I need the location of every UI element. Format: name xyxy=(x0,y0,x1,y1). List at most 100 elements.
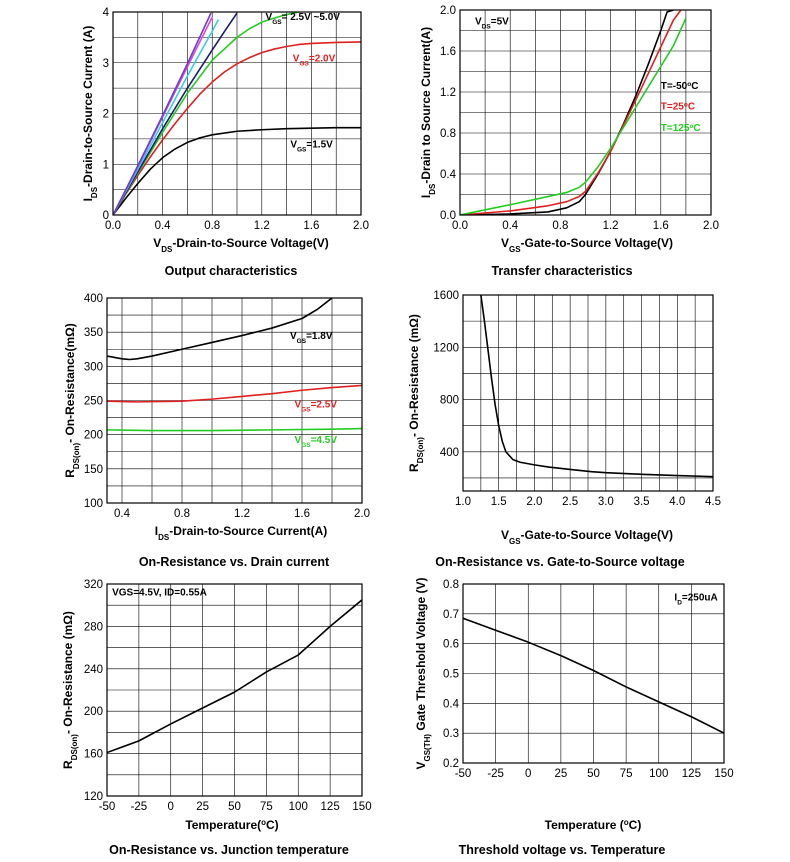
series-annotation: T=125oC xyxy=(661,122,701,134)
y-tick-label: 100 xyxy=(84,498,103,510)
y-tick-label: 350 xyxy=(84,327,103,339)
x-tick-label: 3.0 xyxy=(598,496,614,508)
x-tick-label: 0.8 xyxy=(552,220,568,232)
y-tick-label: 0.0 xyxy=(440,210,456,222)
y-tick-label: 0.3 xyxy=(443,728,459,740)
series-annotation: VGS=2.5V xyxy=(295,399,338,413)
y-tick-label: 200 xyxy=(84,430,103,442)
y-tick-label: 0.7 xyxy=(443,609,459,621)
series-annotation: VGS=2.0V xyxy=(293,54,336,68)
series-line xyxy=(107,298,333,361)
x-tick-label: -50 xyxy=(455,768,472,780)
x-tick-label: 0 xyxy=(525,768,531,780)
y-tick-label: 2 xyxy=(103,109,109,121)
series-line xyxy=(463,617,724,734)
chart-output: 0.0 0.4 0.8 1.2 1.6 2.0 0 1 2 3 4 VDS-Drain-to-Sour… xyxy=(81,7,369,278)
y-tick-label: 0.8 xyxy=(443,579,459,591)
x-tick-label: 100 xyxy=(289,801,308,813)
chart-caption: Output characteristics xyxy=(165,264,298,278)
y-tick-label: 0 xyxy=(103,210,109,222)
x-tick-label: 125 xyxy=(321,801,340,813)
x-tick-label: 1.2 xyxy=(234,508,250,520)
y-tick-label: 0.8 xyxy=(440,128,456,140)
x-tick-label: 1.6 xyxy=(653,220,669,232)
plot-frame xyxy=(112,11,362,216)
y-tick-label: 3 xyxy=(103,58,109,70)
y-tick-label: 1200 xyxy=(433,342,459,354)
x-tick-label: 25 xyxy=(196,801,209,813)
y-tick-label: 0.2 xyxy=(443,758,459,770)
series-line xyxy=(113,12,238,215)
y-tick-label: 0.6 xyxy=(443,639,459,651)
x-axis-label: VGS-Gate-to-Source Voltage(V) xyxy=(501,236,673,254)
x-axis-label: IDS-Drain-to-Source Current(A) xyxy=(155,524,327,542)
y-axis-label: RDS(on)- On-Resistance (mΩ) xyxy=(61,611,79,769)
y-axis-label: RDS(on)- On-Resistance (mΩ) xyxy=(407,314,425,472)
series-line xyxy=(113,126,361,215)
chart-rds_temp: -50 -25 0 25 50 75 100 125 150 120 160 200 240 280 320… xyxy=(61,579,372,857)
y-tick-label: 2.0 xyxy=(440,5,456,17)
x-tick-label: 1.2 xyxy=(254,220,270,232)
y-tick-label: 4 xyxy=(103,7,110,19)
y-tick-label: 0.5 xyxy=(443,669,459,681)
x-tick-label: 1.2 xyxy=(603,220,619,232)
x-axis-label: VGS-Gate-to-Source Voltage(V) xyxy=(501,528,673,546)
plot-frame xyxy=(106,297,363,504)
y-tick-label: 400 xyxy=(440,447,459,459)
x-tick-label: 4.5 xyxy=(705,496,721,508)
y-tick-label: 0.4 xyxy=(443,698,460,710)
series-annotation: T=-50oC xyxy=(661,80,699,92)
series-annotation: VGS=4.5V, ID=0.55A xyxy=(112,588,207,599)
x-tick-label: 50 xyxy=(228,801,241,813)
x-tick-label: 0.4 xyxy=(114,508,131,520)
x-tick-label: 150 xyxy=(714,768,733,780)
x-tick-label: 75 xyxy=(260,801,273,813)
x-tick-label: 0.8 xyxy=(204,220,220,232)
x-tick-label: -50 xyxy=(99,801,116,813)
plot-frame xyxy=(462,294,714,492)
x-axis-label: VDS-Drain-to-Source Voltage(V) xyxy=(153,236,329,254)
x-tick-label: 50 xyxy=(587,768,600,780)
series-annotation: VGS=1.5V xyxy=(290,140,333,154)
y-tick-label: 280 xyxy=(84,621,103,633)
x-tick-label: 3.5 xyxy=(634,496,650,508)
y-axis-label: IDS-Drain to Source Current(A) xyxy=(419,27,437,198)
x-tick-label: 0.8 xyxy=(174,508,190,520)
chart-caption: On-Resistance vs. Drain current xyxy=(139,555,330,569)
x-tick-label: -25 xyxy=(131,801,148,813)
series-line xyxy=(460,17,687,215)
chart-vth_temp: -50 -25 0 25 50 75 100 125 150 0.2 0.3 0.4 0.5 0.6 0.7… xyxy=(414,577,734,857)
x-tick-label: 125 xyxy=(682,768,701,780)
x-tick-label: 0.4 xyxy=(502,220,519,232)
y-tick-label: 320 xyxy=(84,579,103,591)
x-tick-label: 2.0 xyxy=(703,220,719,232)
series-annotation: VGS=1.8V xyxy=(290,331,333,345)
y-tick-label: 300 xyxy=(84,361,103,373)
plot-frame xyxy=(459,9,712,216)
series-line xyxy=(107,599,362,754)
y-tick-label: 1600 xyxy=(433,290,459,302)
series-line xyxy=(113,19,220,215)
x-tick-label: 2.0 xyxy=(354,508,370,520)
series-annotation: VGS=4.5V xyxy=(295,435,338,449)
y-axis-label: IDS-Drain-to-Source Current (A) xyxy=(81,26,99,202)
x-tick-label: 150 xyxy=(352,801,371,813)
x-tick-label: 0.0 xyxy=(105,220,121,232)
y-tick-label: 0.4 xyxy=(440,169,457,181)
x-tick-label: 2.0 xyxy=(526,496,542,508)
y-tick-label: 1.6 xyxy=(440,46,456,58)
y-tick-label: 1 xyxy=(103,159,109,171)
y-tick-label: 250 xyxy=(84,396,103,408)
x-tick-label: 2.5 xyxy=(562,496,578,508)
y-tick-label: 120 xyxy=(84,791,103,803)
plot-frame xyxy=(106,583,363,797)
series-line xyxy=(107,427,362,432)
x-tick-label: 1.0 xyxy=(455,496,471,508)
x-tick-label: -25 xyxy=(487,768,504,780)
x-tick-label: 1.6 xyxy=(303,220,319,232)
series-line xyxy=(460,10,682,215)
series-line xyxy=(480,295,713,478)
series-line xyxy=(113,12,300,215)
x-axis-label: Temperature(oC) xyxy=(185,818,278,833)
